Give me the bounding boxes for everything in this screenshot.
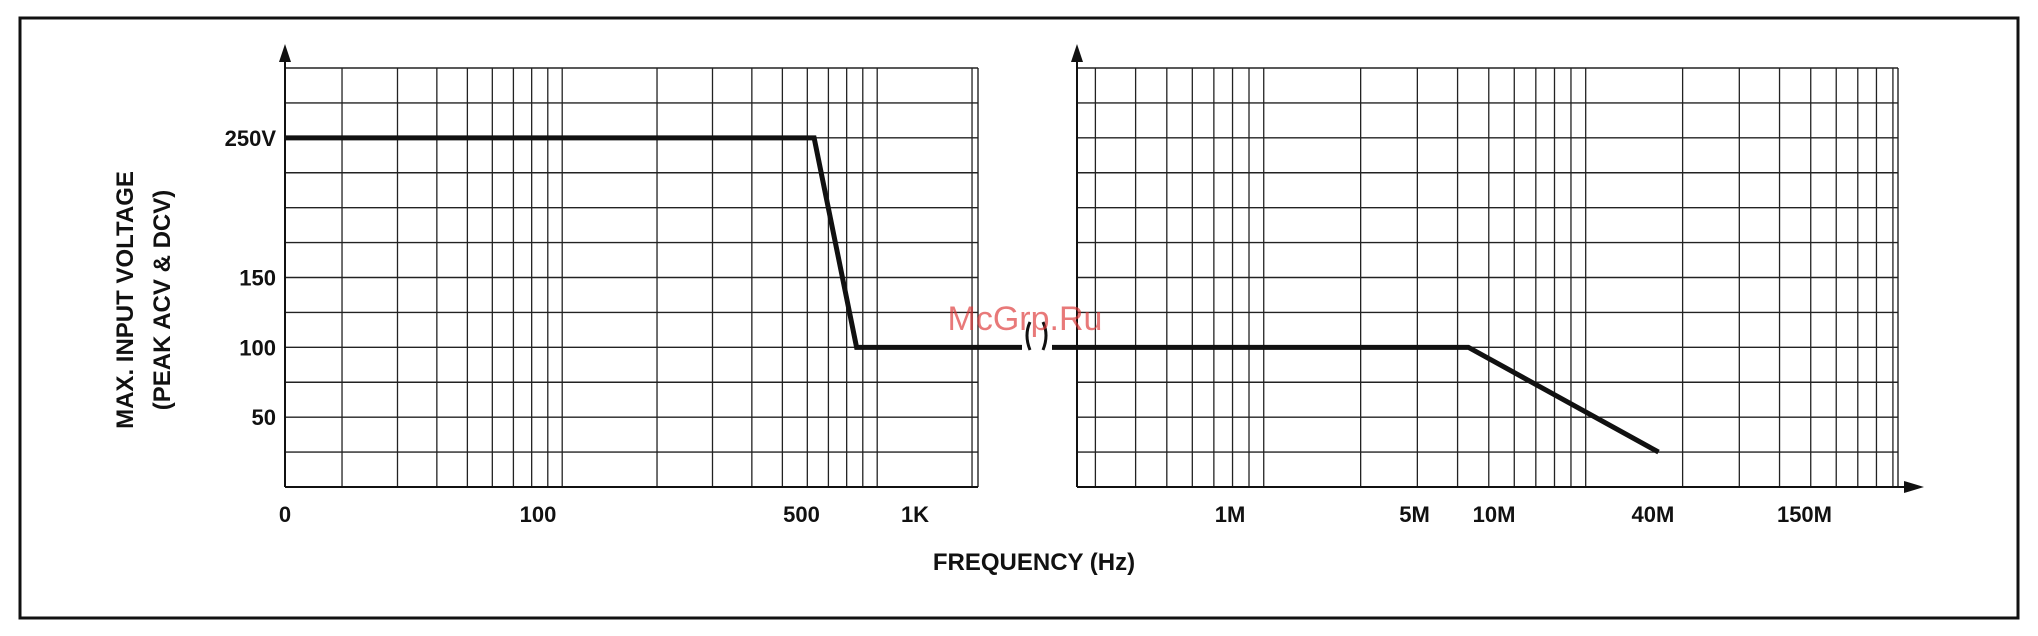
- axis-break-mark-left: [1025, 321, 1032, 351]
- x-tick-label: 500: [783, 502, 820, 527]
- x-tick-label: 5M: [1399, 502, 1430, 527]
- watermark-text: McGrp.Ru: [948, 300, 1103, 338]
- series-line-segment-left: [285, 135, 1022, 350]
- y-axis: [279, 44, 1083, 487]
- x-axis-arrow: [1904, 481, 1924, 493]
- frame-border: [18, 16, 2020, 620]
- x-tick-label: 1M: [1215, 502, 1246, 527]
- y-axis-label-line2: (PEAK ACV & DCV): [149, 190, 176, 410]
- y-axis-arrow-left: [279, 44, 291, 62]
- y-tick-labels: 250V 150 100 50: [225, 126, 277, 430]
- x-tick-labels: 0 100 500 1K 1M 5M 10M 40M 150M: [279, 502, 1832, 527]
- y-tick-label: 150: [239, 266, 276, 291]
- x-tick-label: 10M: [1473, 502, 1516, 527]
- axis-break-mark-right: [1041, 321, 1048, 351]
- y-tick-label: 50: [252, 405, 276, 430]
- left-panel-grid: [285, 67, 979, 487]
- right-panel-grid: [1077, 67, 1899, 487]
- x-axis-label: FREQUENCY (Hz): [933, 549, 1135, 576]
- y-tick-label: 250V: [225, 126, 277, 151]
- x-tick-label: 1K: [901, 502, 929, 527]
- x-axis: [285, 481, 1924, 493]
- x-tick-label: 150M: [1777, 502, 1832, 527]
- data-series: [285, 135, 1660, 455]
- axis-break-mark: [1025, 321, 1048, 351]
- series-line-segment-right: [1052, 344, 1660, 455]
- y-tick-label: 100: [239, 335, 276, 360]
- x-tick-label: 0: [279, 502, 291, 527]
- y-axis-label-line1: MAX. INPUT VOLTAGE: [112, 171, 139, 429]
- x-tick-label: 40M: [1632, 502, 1675, 527]
- y-axis-arrow-right: [1071, 44, 1083, 62]
- x-tick-label: 100: [520, 502, 557, 527]
